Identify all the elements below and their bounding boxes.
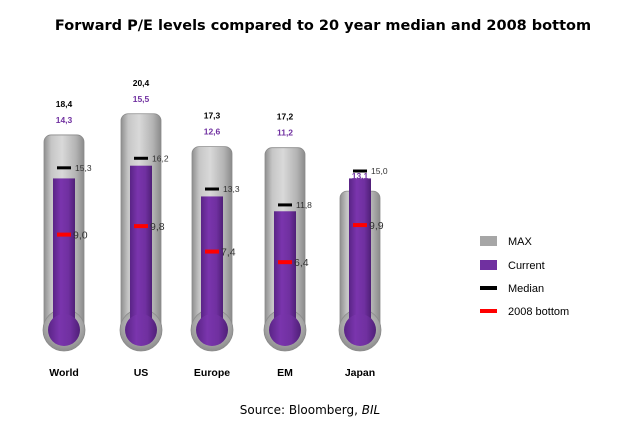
current-bar-us (130, 165, 152, 330)
category-label-world: World (49, 367, 79, 379)
legend-item-max: MAX (480, 236, 533, 248)
median-marker-world (57, 166, 71, 170)
legend-swatch-max (480, 236, 497, 246)
category-label-us: US (134, 367, 149, 379)
legend-label-2008-bottom: 2008 bottom (508, 306, 569, 318)
legend-item-2008-bottom: 2008 bottom (480, 306, 569, 318)
median-marker-us (134, 156, 148, 160)
legend: MAX Current Median 2008 bottom (480, 236, 569, 318)
median-label-em: 11,8 (296, 200, 312, 210)
thermometer-europe: 13,3 7,4 17,3 12,6 Europe (190, 111, 240, 379)
max-label-us: 20,4 (133, 78, 150, 88)
current-bar-japan (349, 178, 371, 330)
legend-label-current: Current (508, 260, 545, 272)
bottom-label-world: 9,0 (73, 230, 88, 242)
current-bulb-japan (344, 314, 376, 346)
legend-label-max: MAX (508, 236, 533, 248)
thermometer-japan: 15,0 9,9 13,1 Japan (338, 166, 388, 379)
median-marker-europe (205, 187, 219, 191)
current-label-europe: 12,6 (204, 127, 221, 137)
median-marker-em (278, 203, 292, 207)
thermometer-em: 11,8 6,4 17,2 11,2 EM (263, 112, 312, 379)
current-bulb-us (125, 314, 157, 346)
legend-swatch-2008-bottom (480, 309, 497, 313)
max-label-europe: 17,3 (204, 111, 221, 121)
bottom-label-us: 9,8 (150, 221, 165, 233)
max-label-world: 18,4 (56, 99, 73, 109)
median-marker-japan (353, 169, 367, 173)
max-label-japan: 13,1 (352, 171, 369, 181)
current-label-us: 15,5 (133, 94, 150, 104)
median-label-us: 16,2 (152, 153, 169, 163)
median-label-europe: 13,3 (223, 184, 240, 194)
source-note: Source: Bloomberg, BIL (240, 403, 380, 417)
legend-label-median: Median (508, 283, 544, 295)
bottom-marker-us (134, 224, 148, 229)
legend-swatch-median (480, 286, 497, 290)
bottom-marker-japan (353, 223, 367, 228)
bottom-label-em: 6,4 (294, 257, 309, 269)
current-bulb-em (269, 314, 301, 346)
current-bar-europe (201, 196, 223, 330)
bottom-marker-em (278, 260, 292, 265)
category-label-japan: Japan (345, 367, 375, 379)
max-label-em: 17,2 (277, 112, 294, 122)
legend-swatch-current (480, 260, 497, 270)
legend-item-median: Median (480, 283, 544, 295)
current-bulb-europe (196, 314, 228, 346)
thermometer-world: 15,3 9,0 18,4 14,3 World (42, 99, 92, 379)
legend-item-current: Current (480, 260, 545, 272)
thermometer-us: 16,2 9,8 20,4 15,5 US (119, 78, 169, 379)
median-label-japan: 15,0 (371, 166, 388, 176)
bottom-label-japan: 9,9 (369, 220, 384, 232)
source-text: Source: Bloomberg, (240, 403, 362, 417)
bottom-marker-world (57, 232, 71, 237)
median-label-world: 15,3 (75, 163, 92, 173)
source-italic: BIL (362, 403, 380, 417)
chart-title: Forward P/E levels compared to 20 year m… (55, 18, 591, 34)
current-label-world: 14,3 (56, 115, 73, 125)
bottom-label-europe: 7,4 (221, 247, 236, 259)
current-label-em: 11,2 (277, 128, 293, 138)
category-label-em: EM (277, 367, 293, 379)
bottom-marker-europe (205, 249, 219, 254)
plot-area: 15,3 9,0 18,4 14,3 World 16,2 9,8 20,4 15,5 US 13,… (42, 78, 388, 379)
current-bulb-world (48, 314, 80, 346)
current-bar-world (53, 178, 75, 330)
current-bar-em (274, 211, 296, 330)
category-label-europe: Europe (194, 367, 230, 379)
